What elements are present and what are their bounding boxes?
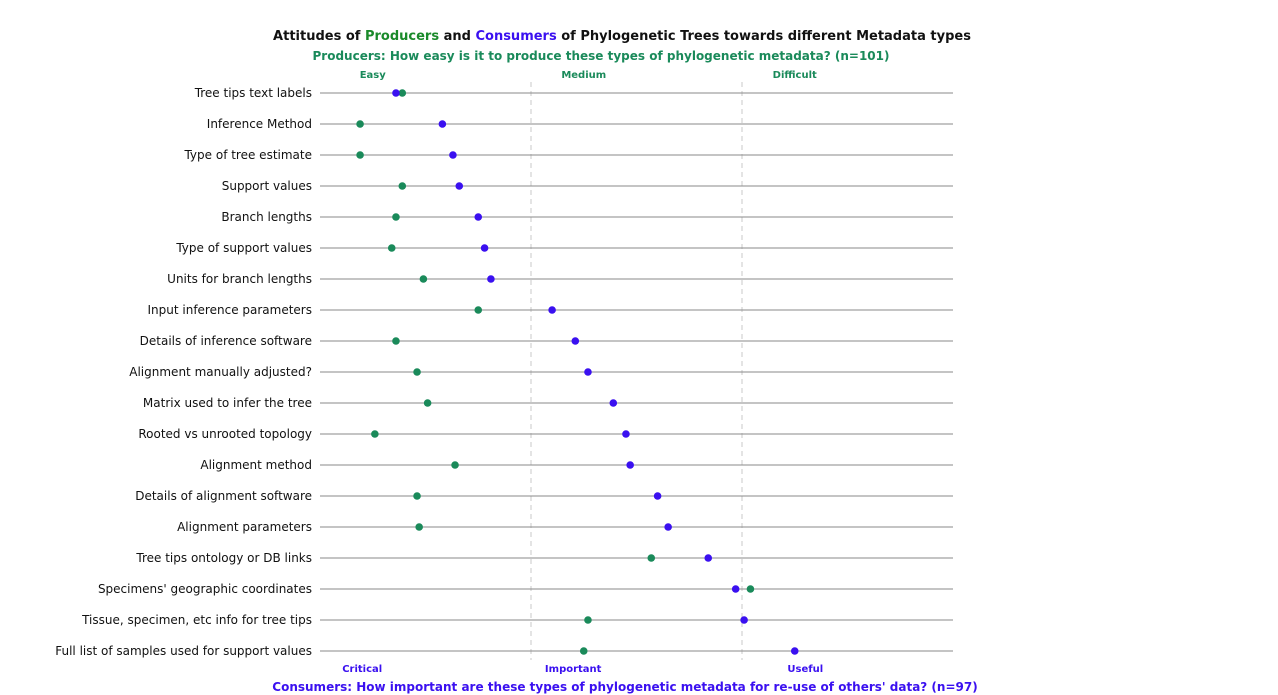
consumers-point xyxy=(474,213,483,221)
consumers-point xyxy=(731,585,740,593)
producers-point xyxy=(356,151,364,159)
bottom-axis-label: Important xyxy=(545,664,602,675)
category-label: Type of tree estimate xyxy=(183,148,312,162)
consumers-point xyxy=(438,120,447,128)
producers-point xyxy=(356,120,364,128)
category-label: Inference Method xyxy=(207,117,312,131)
producers-point xyxy=(415,523,423,531)
producers-point xyxy=(398,182,407,190)
producers-point xyxy=(413,492,421,500)
consumers-point xyxy=(392,89,400,97)
bottom-axis: Critical Important Useful xyxy=(342,664,823,675)
category-label: Specimens' geographic coordinates xyxy=(98,582,312,596)
producers-point xyxy=(387,244,396,252)
producers-subtitle: Producers: How easy is it to produce the… xyxy=(313,49,890,63)
category-label: Tree tips text labels xyxy=(194,86,312,100)
category-label: Details of alignment software xyxy=(135,489,312,503)
category-label: Type of support values xyxy=(175,241,312,255)
consumers-point xyxy=(609,399,618,407)
consumers-point xyxy=(571,337,580,345)
category-rows: Tree tips text labels Inference Method Typ… xyxy=(55,86,953,658)
producers-point xyxy=(451,461,459,469)
top-axis-label: Medium xyxy=(561,70,606,81)
title-part-3: and xyxy=(439,29,475,44)
consumers-point xyxy=(480,244,489,252)
producers-point xyxy=(419,275,428,283)
category-label: Input inference parameters xyxy=(148,303,313,317)
category-label: Tree tips ontology or DB links xyxy=(135,551,312,565)
producers-point xyxy=(584,616,592,624)
category-label: Alignment method xyxy=(200,458,312,472)
consumers-point xyxy=(584,368,592,376)
title-part-1: Attitudes of xyxy=(273,29,365,44)
producers-point xyxy=(413,368,421,376)
top-axis-label: Easy xyxy=(360,70,387,81)
title-part-5: of Phylogenetic Trees towards different … xyxy=(557,29,972,44)
category-label: Alignment manually adjusted? xyxy=(129,365,312,379)
producers-point xyxy=(746,585,755,593)
producers-point xyxy=(371,430,379,438)
title-producers: Producers xyxy=(365,29,439,44)
consumers-point xyxy=(455,182,464,190)
producers-point xyxy=(398,89,407,97)
top-axis-label: Difficult xyxy=(773,70,817,81)
consumers-point xyxy=(548,306,556,314)
data-points xyxy=(356,89,799,655)
divider-group xyxy=(530,82,743,660)
category-label: Tissue, specimen, etc info for tree tips xyxy=(81,613,312,627)
category-label: Details of inference software xyxy=(140,334,312,348)
category-label: Matrix used to infer the tree xyxy=(143,396,312,410)
consumers-point xyxy=(449,151,457,159)
producers-point xyxy=(647,554,656,562)
chart-title: Attitudes of Producers and Consumers of … xyxy=(273,29,971,44)
bottom-axis-label: Useful xyxy=(787,664,823,675)
producers-point xyxy=(392,213,400,221)
consumers-point xyxy=(622,430,630,438)
top-axis: Easy Medium Difficult xyxy=(360,70,817,81)
category-label: Full list of samples used for support va… xyxy=(55,644,312,658)
producers-point xyxy=(579,647,588,655)
consumers-point xyxy=(487,275,495,283)
consumers-point xyxy=(664,523,672,531)
bottom-axis-label: Critical xyxy=(342,664,382,675)
producers-point xyxy=(474,306,483,314)
producers-point xyxy=(423,399,432,407)
consumers-point xyxy=(653,492,662,500)
category-label: Rooted vs unrooted topology xyxy=(138,427,312,441)
consumers-point xyxy=(704,554,713,562)
consumers-point xyxy=(740,616,748,624)
title-consumers: Consumers xyxy=(475,29,556,44)
category-label: Branch lengths xyxy=(221,210,312,224)
category-label: Support values xyxy=(222,179,312,193)
consumers-point xyxy=(790,647,799,655)
category-label: Alignment parameters xyxy=(177,520,312,534)
consumers-point xyxy=(626,461,634,469)
consumers-subtitle: Consumers: How important are these types… xyxy=(272,680,977,694)
producers-point xyxy=(392,337,400,345)
category-label: Units for branch lengths xyxy=(167,272,312,286)
